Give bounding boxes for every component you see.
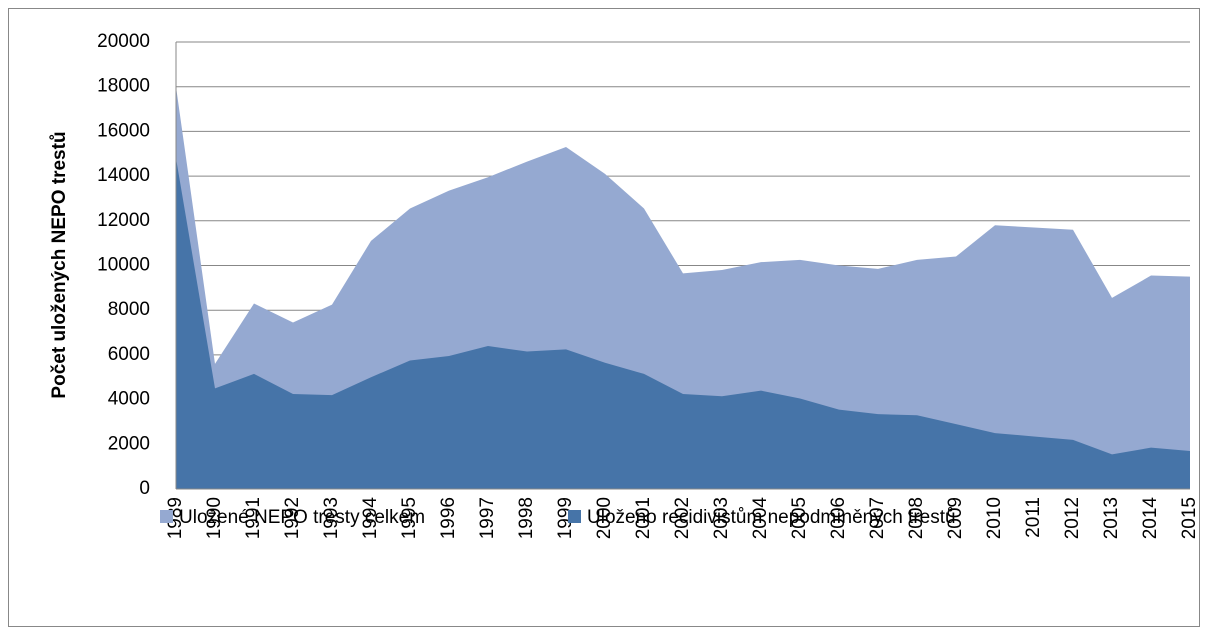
- y-tick-label: 0: [139, 478, 150, 499]
- x-tick-label: 1998: [516, 497, 537, 539]
- x-tick-label: 2002: [672, 497, 693, 539]
- x-tick-label: 2005: [789, 497, 810, 539]
- y-tick-label: 6000: [108, 344, 150, 365]
- y-tick-label: 16000: [97, 120, 150, 141]
- x-tick-label: 2001: [633, 497, 654, 539]
- x-tick-label: 2012: [1062, 497, 1083, 539]
- x-tick-label: 2010: [984, 497, 1005, 539]
- x-tick-label: 2003: [711, 497, 732, 539]
- x-tick-label: 1996: [438, 497, 459, 539]
- x-tick-label: 2011: [1023, 497, 1044, 538]
- x-tick-label: 2008: [906, 497, 927, 539]
- y-tick-label: 10000: [97, 255, 150, 276]
- x-tick-label: 1999: [555, 497, 576, 539]
- y-tick-label: 12000: [97, 210, 150, 231]
- x-tick-label: 1991: [243, 497, 264, 539]
- x-tick-label: 2015: [1179, 497, 1200, 539]
- y-tick-label: 2000: [108, 433, 150, 454]
- x-tick-label: 1992: [282, 497, 303, 539]
- y-tick-label: 18000: [97, 76, 150, 97]
- legend-label: Uloženo recidivistům nepodmíněných trest…: [587, 507, 956, 528]
- x-tick-label: 1997: [477, 497, 498, 539]
- y-tick-label: 8000: [108, 299, 150, 320]
- legend-swatch: [568, 510, 581, 523]
- x-tick-label: 2009: [945, 497, 966, 539]
- x-tick-label: 2007: [867, 497, 888, 539]
- y-tick-label: 14000: [97, 165, 150, 186]
- x-tick-label: 1990: [204, 497, 225, 539]
- legend-swatch: [160, 510, 173, 523]
- x-tick-label: 2000: [594, 497, 615, 539]
- x-tick-label: 2013: [1101, 497, 1122, 539]
- x-tick-label: 1994: [360, 497, 381, 540]
- x-tick-label: 1993: [321, 497, 342, 539]
- y-tick-label: 20000: [97, 31, 150, 52]
- y-tick-label: 4000: [108, 389, 150, 410]
- x-tick-label: 2004: [750, 497, 771, 540]
- x-tick-label: 2006: [828, 497, 849, 539]
- area: [176, 158, 1190, 489]
- x-tick-label: 1989: [165, 497, 186, 539]
- y-axis-title: Počet uložených NEPO trestů: [49, 131, 70, 398]
- x-tick-label: 2014: [1140, 497, 1161, 540]
- x-tick-label: 1995: [399, 497, 420, 539]
- legend-label: Uložené NEPO tresty celkem: [179, 507, 425, 528]
